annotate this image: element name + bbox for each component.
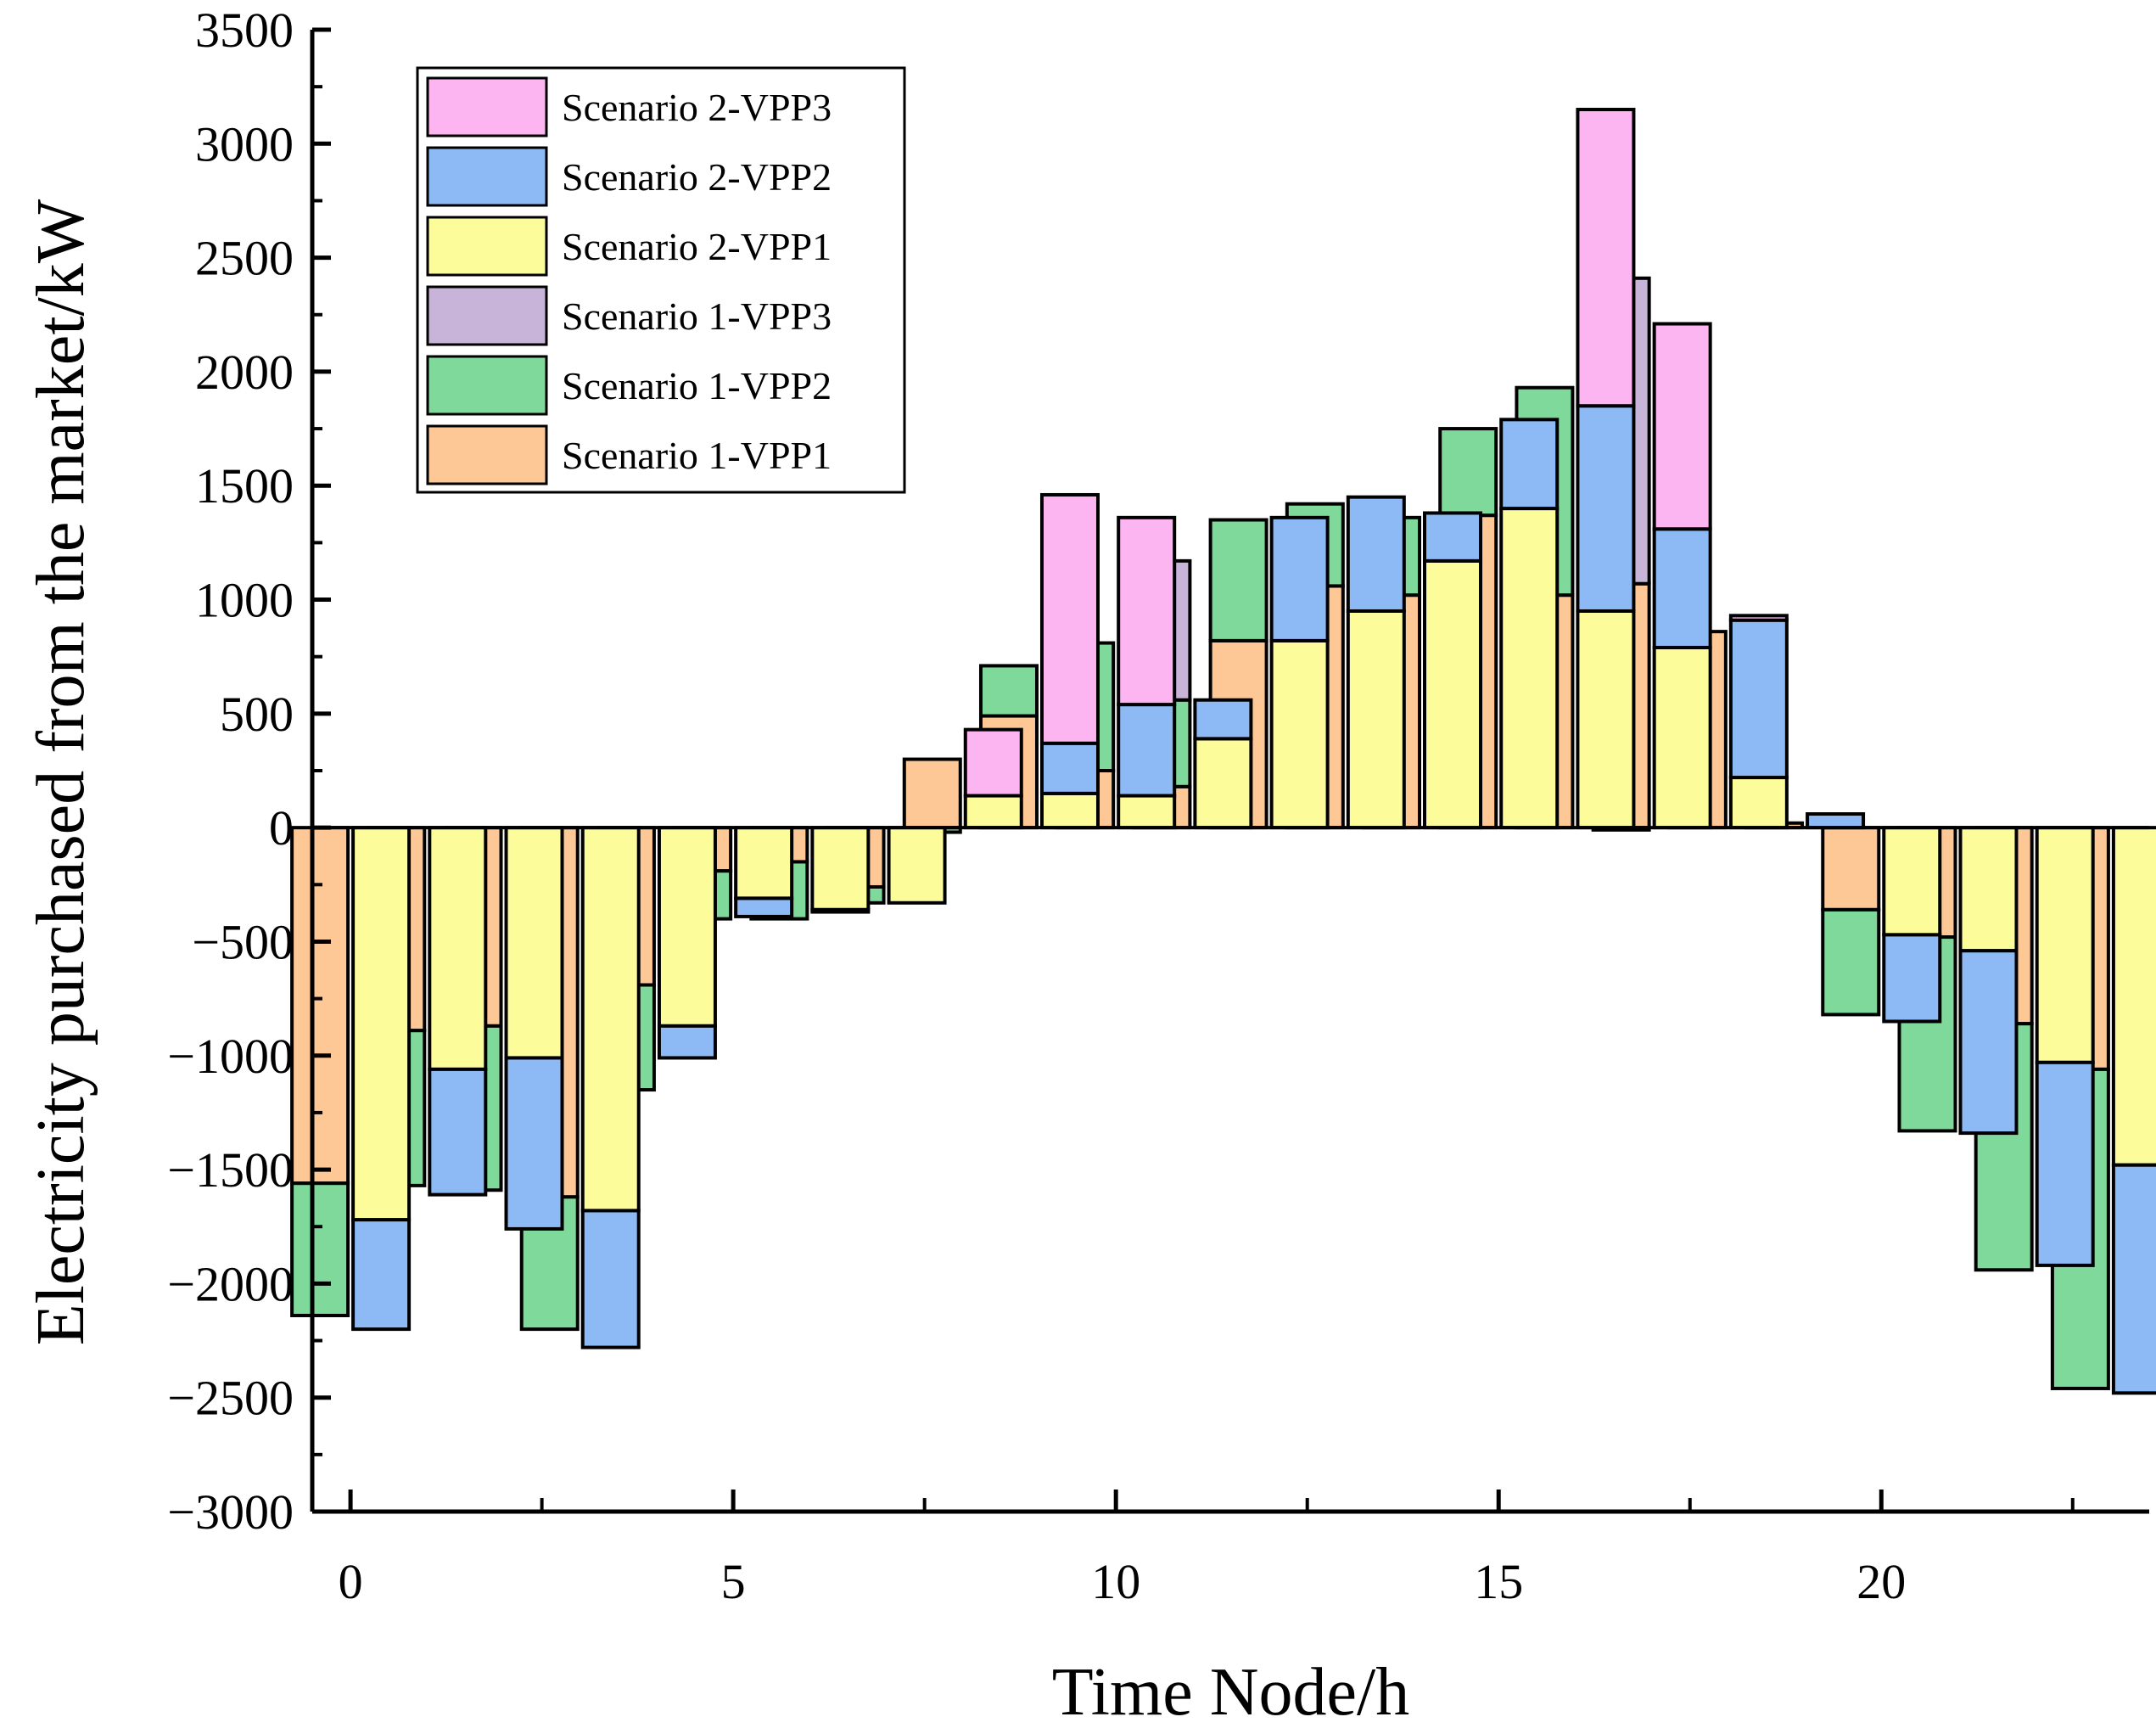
bar-scenario-2-vpp2-t21	[1958, 949, 2019, 1136]
bar-scenario-2-vpp1-t18	[1728, 776, 1789, 830]
legend-label-scenario-1-vpp1: Scenario 1-VPP1	[562, 434, 832, 477]
bar-scenario-2-vpp1-t6	[810, 826, 871, 912]
bar-scenario-2-vpp1-t4	[657, 826, 717, 1028]
bar-scenario-2-vpp1-t10	[1117, 794, 1177, 830]
bar-scenario-2-vpp2-t19	[1806, 812, 1866, 830]
x-tick-label: 20	[1856, 1554, 1906, 1609]
bar-scenario-2-vpp3-t18	[1728, 614, 1789, 622]
y-tick-label: −500	[192, 914, 294, 969]
bar-scenario-2-vpp1-t22	[2035, 826, 2095, 1064]
bar-scenario-2-vpp1-t15	[1499, 507, 1560, 830]
bar-scenario-2-vpp3-t10	[1117, 515, 1177, 707]
bar-scenario-1-vpp1-t20	[1821, 826, 1881, 912]
bar-scenario-1-vpp2-t12	[1208, 518, 1268, 642]
bar-scenario-2-vpp1-t17	[1652, 645, 1712, 830]
x-tick-label: 0	[339, 1554, 363, 1609]
bar-scenario-2-vpp2-t4	[657, 1024, 717, 1060]
bar-scenario-1-vpp1-t8	[902, 757, 962, 830]
bar-scenario-2-vpp2-t2	[504, 1056, 564, 1231]
bar-scenario-2-vpp1-t23	[2111, 826, 2156, 1167]
bar-scenario-2-vpp2-t23	[2111, 1163, 2156, 1395]
bar-scenario-2-vpp2-t15	[1499, 418, 1560, 511]
legend-swatch-scenario-1-vpp2	[426, 355, 548, 416]
bar-scenario-2-vpp2-t17	[1652, 527, 1712, 649]
bar-scenario-1-vpp2-t20	[1821, 907, 1881, 1017]
bar-scenario-2-vpp3-t8	[963, 727, 1023, 798]
y-tick-label: 0	[269, 800, 294, 856]
bar-scenario-2-vpp3-t16	[1576, 108, 1636, 408]
bar-scenario-2-vpp1-t20	[1882, 826, 1942, 937]
bar-scenario-2-vpp2-t6	[810, 907, 871, 914]
bar-scenario-2-vpp1-t0	[351, 826, 412, 1222]
x-axis-title: Time Node/h	[1052, 1655, 1410, 1728]
y-tick-label: 1000	[195, 573, 294, 628]
bar-scenario-2-vpp2-t0	[351, 1218, 412, 1332]
y-tick-label: 3500	[195, 3, 294, 58]
bar-scenario-2-vpp1-t16	[1576, 609, 1636, 830]
y-tick-label: −2500	[167, 1371, 294, 1426]
legend-label-scenario-2-vpp1: Scenario 2-VPP1	[562, 225, 832, 268]
bar-scenario-2-vpp2-t13	[1346, 495, 1406, 613]
bar-scenario-1-vpp2-t9	[978, 664, 1039, 718]
bar-scenario-2-vpp1-t7	[887, 826, 947, 905]
legend-label-scenario-2-vpp3: Scenario 2-VPP3	[562, 86, 832, 129]
bar-scenario-2-vpp2-t22	[2035, 1060, 2095, 1267]
y-tick-label: −1500	[167, 1142, 294, 1198]
bar-scenario-2-vpp1-t3	[580, 826, 641, 1213]
bar-scenario-2-vpp3-t17	[1652, 322, 1712, 531]
axes-layer: 3500 3000 2500 2000 1500 1000 500 0 −500 −1000 −15…	[167, 3, 2149, 1609]
bar-scenario-2-vpp2-t20	[1882, 933, 1942, 1024]
bar-scenario-2-vpp2-t12	[1269, 515, 1330, 642]
legend: Scenario 2-VPP3 Scenario 2-VPP2 Scenario 2…	[416, 66, 906, 494]
bar-scenario-2-vpp1-t13	[1346, 609, 1406, 830]
y-tick-label: 3000	[195, 116, 294, 171]
y-tick-label: 2000	[195, 345, 294, 400]
bar-scenario-2-vpp2-t3	[580, 1209, 641, 1349]
legend-swatch-scenario-1-vpp3	[426, 285, 548, 346]
bar-scenario-1-vpp2-t0	[290, 1181, 350, 1317]
x-tick-label: 5	[721, 1554, 746, 1609]
legend-swatch-scenario-1-vpp1	[426, 424, 548, 485]
legend-label-scenario-2-vpp2: Scenario 2-VPP2	[562, 155, 832, 199]
bar-scenario-2-vpp2-t18	[1728, 618, 1789, 780]
y-tick-label: 500	[220, 687, 294, 742]
bar-scenario-2-vpp1-t2	[504, 826, 564, 1060]
bar-scenario-2-vpp1-t8	[963, 794, 1023, 830]
bar-scenario-2-vpp1-t14	[1423, 558, 1483, 830]
y-tick-label: −1000	[167, 1029, 294, 1084]
bar-scenario-2-vpp2-t10	[1117, 703, 1177, 798]
bar-scenario-2-vpp1-t21	[1958, 826, 2019, 953]
legend-swatch-scenario-2-vpp3	[426, 76, 548, 137]
bar-scenario-2-vpp1-t1	[428, 826, 488, 1071]
bar-scenario-1-vpp2-t15	[1438, 427, 1498, 518]
legend-swatch-scenario-2-vpp2	[426, 146, 548, 207]
y-tick-label: −3000	[167, 1484, 294, 1540]
bar-scenario-2-vpp2-t14	[1423, 511, 1483, 563]
y-axis-title: Electricity purchased from the market/kW	[24, 199, 98, 1345]
bar-scenario-2-vpp2-t9	[1039, 741, 1100, 795]
legend-label-scenario-1-vpp3: Scenario 1-VPP3	[562, 295, 832, 338]
legend-label-scenario-1-vpp2: Scenario 1-VPP2	[562, 364, 832, 407]
bar-scenario-2-vpp2-t5	[734, 896, 794, 918]
bar-scenario-2-vpp1-t12	[1269, 638, 1330, 830]
bar-scenario-2-vpp2-t11	[1193, 698, 1253, 741]
legend-swatch-scenario-2-vpp1	[426, 216, 548, 277]
bar-scenario-2-vpp1-t5	[734, 826, 794, 900]
x-tick-label: 10	[1091, 1554, 1140, 1609]
y-tick-label: 2500	[195, 231, 294, 286]
y-tick-label: 1500	[195, 458, 294, 513]
bar-scenario-2-vpp1-t9	[1039, 791, 1100, 830]
bar-scenario-2-vpp2-t16	[1576, 404, 1636, 613]
bar-scenario-2-vpp3-t9	[1039, 492, 1100, 745]
bar-scenario-2-vpp1-t11	[1193, 737, 1253, 830]
y-tick-label: −2000	[167, 1256, 294, 1311]
bar-scenario-2-vpp2-t1	[428, 1067, 488, 1197]
x-tick-label: 15	[1474, 1554, 1523, 1609]
bar-scenario-1-vpp1-t0	[290, 826, 350, 1186]
legend-box	[416, 66, 906, 494]
